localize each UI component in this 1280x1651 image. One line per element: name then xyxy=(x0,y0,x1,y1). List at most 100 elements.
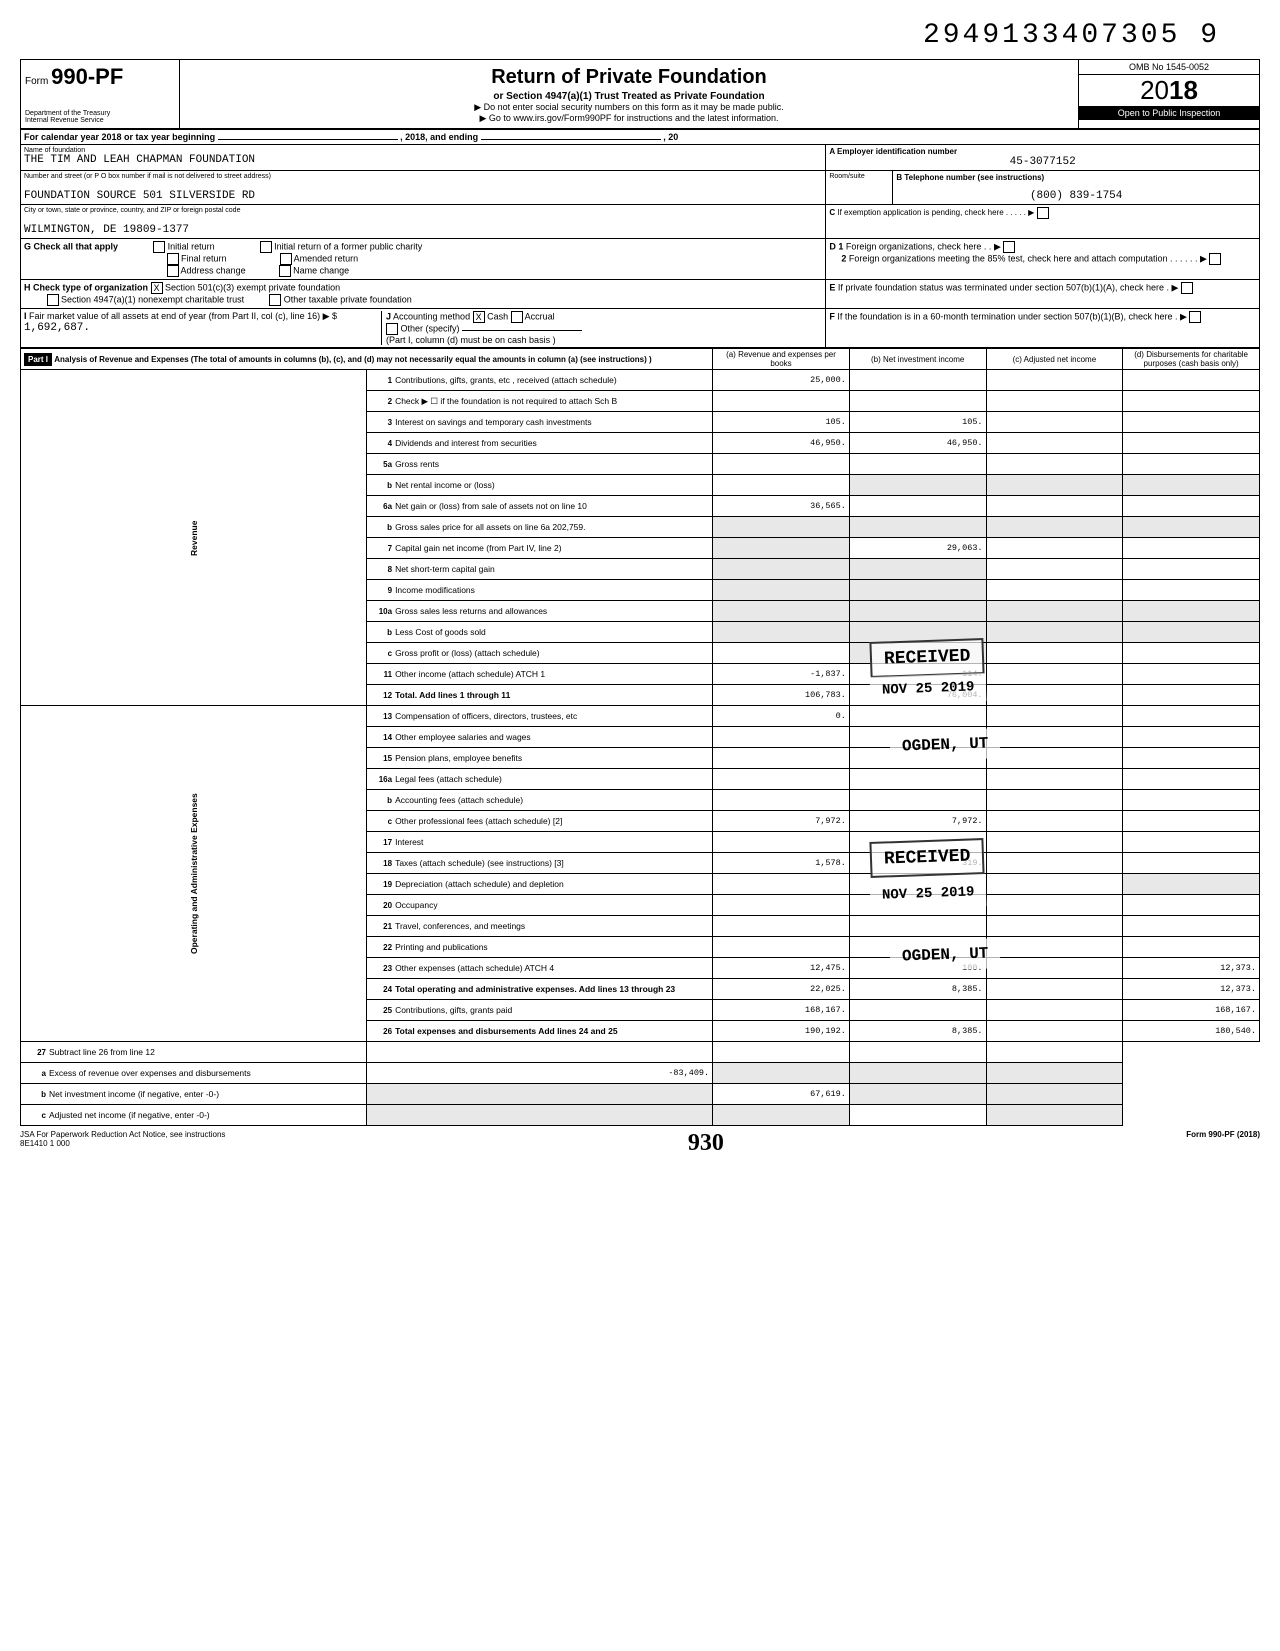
cell-a xyxy=(713,874,850,895)
opt-other-taxable: Other taxable private foundation xyxy=(284,294,412,304)
row-desc: 6aNet gain or (loss) from sale of assets… xyxy=(367,496,713,517)
cell-b xyxy=(849,580,986,601)
row-desc: 27Subtract line 26 from line 12 xyxy=(21,1042,367,1063)
row-desc: 4Dividends and interest from securities xyxy=(367,433,713,454)
part1-header: Part I xyxy=(24,353,52,366)
cell-a: -1,837. xyxy=(713,664,850,685)
cell-c xyxy=(986,391,1123,412)
fmv-value: 1,692,687. xyxy=(24,322,90,334)
cell-b xyxy=(849,706,986,727)
cell-a xyxy=(367,1042,713,1063)
cell-b: 7,972. xyxy=(849,811,986,832)
cell-c xyxy=(986,811,1123,832)
row-desc: cAdjusted net income (if negative, enter… xyxy=(21,1105,367,1126)
cell-d xyxy=(1123,895,1260,916)
cell-c xyxy=(986,916,1123,937)
cash-label: Cash xyxy=(487,311,508,321)
cell-d xyxy=(1123,727,1260,748)
cell-d xyxy=(1123,916,1260,937)
cell-c xyxy=(986,412,1123,433)
cell-d xyxy=(1123,517,1260,538)
cell-a xyxy=(713,937,850,958)
row-desc: cGross profit or (loss) (attach schedule… xyxy=(367,643,713,664)
cell-d xyxy=(1123,622,1260,643)
row-desc: bGross sales price for all assets on lin… xyxy=(367,517,713,538)
row-desc: bLess Cost of goods sold xyxy=(367,622,713,643)
cell-a xyxy=(713,790,850,811)
other-method-checkbox[interactable] xyxy=(386,323,398,335)
row-desc: 19Depreciation (attach schedule) and dep… xyxy=(367,874,713,895)
opt-former: Initial return of a former public charit… xyxy=(274,241,422,251)
cell-c xyxy=(849,1042,986,1063)
cell-b xyxy=(849,1000,986,1021)
row-desc: cOther professional fees (attach schedul… xyxy=(367,811,713,832)
amended-checkbox[interactable] xyxy=(280,253,292,265)
address-change-checkbox[interactable] xyxy=(167,265,179,277)
col-c-header: (c) Adjusted net income xyxy=(986,349,1123,370)
cell-d xyxy=(1123,370,1260,391)
name-change-checkbox[interactable] xyxy=(279,265,291,277)
cell-d xyxy=(1123,412,1260,433)
footer-jsa: JSA For Paperwork Reduction Act Notice, … xyxy=(20,1130,225,1139)
row-desc: 20Occupancy xyxy=(367,895,713,916)
cash-checkbox[interactable]: X xyxy=(473,311,485,323)
cell-d xyxy=(1123,538,1260,559)
opt-amended: Amended return xyxy=(294,253,359,263)
side-label-revenue: Revenue xyxy=(21,370,367,706)
row-desc: aExcess of revenue over expenses and dis… xyxy=(21,1063,367,1084)
cell-c xyxy=(986,769,1123,790)
cell-d xyxy=(1123,811,1260,832)
form-note-ssn: ▶ Do not enter social security numbers o… xyxy=(184,102,1074,113)
row-desc: 18Taxes (attach schedule) (see instructi… xyxy=(367,853,713,874)
cell-a: 36,565. xyxy=(713,496,850,517)
part1-table: Part I Analysis of Revenue and Expenses … xyxy=(20,348,1260,1126)
cell-c xyxy=(849,1063,986,1084)
form-note-url: ▶ Go to www.irs.gov/Form990PF for instru… xyxy=(184,113,1074,124)
accrual-checkbox[interactable] xyxy=(511,311,523,323)
row-desc: 5aGross rents xyxy=(367,454,713,475)
dept-irs: Internal Revenue Service xyxy=(25,117,175,124)
dept-treasury: Department of the Treasury xyxy=(25,110,175,117)
other-label: Other (specify) xyxy=(401,323,460,333)
cell-a xyxy=(367,1105,713,1126)
ein-value: 45-3077152 xyxy=(829,156,1256,168)
initial-former-checkbox[interactable] xyxy=(260,241,272,253)
cell-c xyxy=(986,958,1123,979)
section-e: E If private foundation status was termi… xyxy=(829,282,1256,294)
row-desc: 26Total expenses and disbursements Add l… xyxy=(367,1021,713,1042)
cell-c xyxy=(986,559,1123,580)
row-desc: 12Total. Add lines 1 through 11 xyxy=(367,685,713,706)
cell-d: 12,373. xyxy=(1123,958,1260,979)
cell-c xyxy=(986,643,1123,664)
cell-c xyxy=(986,517,1123,538)
cell-d xyxy=(1123,433,1260,454)
cell-c xyxy=(849,1105,986,1126)
final-return-checkbox[interactable] xyxy=(167,253,179,265)
cell-d xyxy=(1123,769,1260,790)
name-label: Name of foundation xyxy=(24,147,822,154)
501c3-checkbox[interactable]: X xyxy=(151,282,163,294)
phone-value: (800) 839-1754 xyxy=(896,190,1256,202)
foundation-name: THE TIM AND LEAH CHAPMAN FOUNDATION xyxy=(24,154,822,166)
public-inspection: Open to Public Inspection xyxy=(1079,106,1259,120)
cell-b xyxy=(849,454,986,475)
cell-b: 29,063. xyxy=(849,538,986,559)
cell-d: 12,373. xyxy=(1123,979,1260,1000)
cell-d xyxy=(1123,559,1260,580)
row-desc: 17Interest xyxy=(367,832,713,853)
address-label: Number and street (or P O box number if … xyxy=(24,173,822,180)
col-b-header: (b) Net investment income xyxy=(849,349,986,370)
cell-d xyxy=(1123,475,1260,496)
4947-checkbox[interactable] xyxy=(47,294,59,306)
col-d-header: (d) Disbursements for charitable purpose… xyxy=(1123,349,1260,370)
cell-d xyxy=(1123,706,1260,727)
other-taxable-checkbox[interactable] xyxy=(269,294,281,306)
cell-b xyxy=(713,1105,850,1126)
initial-return-checkbox[interactable] xyxy=(153,241,165,253)
opt-name: Name change xyxy=(293,265,349,275)
omb-number: OMB No 1545-0052 xyxy=(1079,60,1259,75)
cell-c xyxy=(986,853,1123,874)
opt-final: Final return xyxy=(181,253,227,263)
cell-c xyxy=(986,370,1123,391)
received-stamp-1: RECEIVED xyxy=(869,638,985,678)
